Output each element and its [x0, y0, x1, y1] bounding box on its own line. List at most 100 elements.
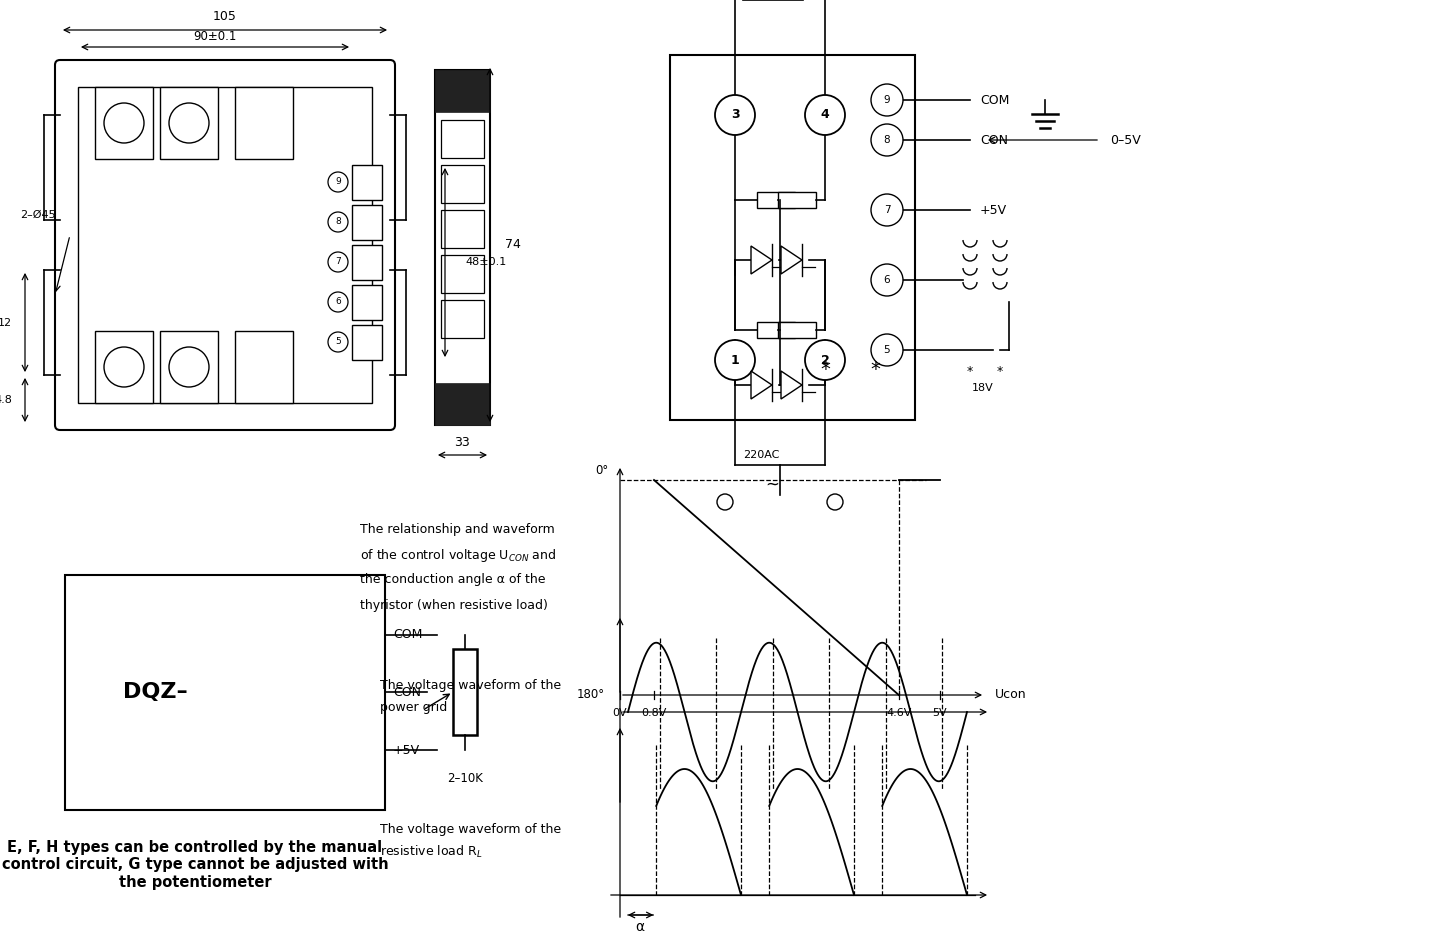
- Bar: [778, 192, 817, 208]
- Text: 8: 8: [884, 135, 891, 145]
- Text: 4.6V: 4.6V: [887, 708, 911, 718]
- Text: 74: 74: [505, 239, 521, 252]
- Text: resistive load R$_L$: resistive load R$_L$: [380, 844, 482, 860]
- Text: COM: COM: [980, 94, 1010, 107]
- Text: *: *: [997, 365, 1002, 378]
- Bar: [352, 165, 382, 200]
- Text: α: α: [635, 920, 645, 934]
- Text: The relationship and waveform: The relationship and waveform: [360, 523, 555, 536]
- Circle shape: [827, 494, 844, 510]
- Circle shape: [871, 124, 902, 156]
- Circle shape: [805, 95, 845, 135]
- Circle shape: [327, 212, 347, 232]
- Circle shape: [871, 334, 902, 366]
- Text: The voltage waveform of the: The voltage waveform of the: [380, 824, 561, 837]
- Text: the conduction angle α of the: the conduction angle α of the: [360, 574, 545, 587]
- Text: 5: 5: [335, 338, 340, 346]
- Text: 8: 8: [335, 217, 340, 227]
- Text: 9: 9: [335, 178, 340, 186]
- Polygon shape: [751, 246, 772, 274]
- Bar: [235, 87, 293, 159]
- Bar: [79, 87, 372, 403]
- Text: 90±0.1: 90±0.1: [193, 31, 237, 43]
- Text: *: *: [967, 365, 974, 378]
- Bar: [440, 165, 483, 203]
- Bar: [352, 285, 382, 320]
- Circle shape: [805, 340, 845, 380]
- Bar: [235, 331, 293, 403]
- Bar: [440, 210, 483, 248]
- Text: CON: CON: [393, 685, 420, 698]
- Text: 12: 12: [0, 318, 11, 328]
- Text: 33: 33: [455, 436, 470, 449]
- Text: 0–5V: 0–5V: [1110, 134, 1141, 147]
- Text: 2–10K: 2–10K: [448, 771, 483, 784]
- Text: *: *: [869, 360, 879, 379]
- Text: 4: 4: [821, 109, 829, 122]
- Circle shape: [716, 494, 734, 510]
- Text: 7: 7: [884, 205, 891, 215]
- Circle shape: [327, 292, 347, 312]
- Bar: [435, 70, 490, 112]
- Text: 5: 5: [884, 345, 891, 355]
- Circle shape: [327, 252, 347, 272]
- Text: E, F, H types can be controlled by the manual
control circuit, G type cannot be : E, F, H types can be controlled by the m…: [1, 840, 389, 890]
- Circle shape: [715, 340, 755, 380]
- Polygon shape: [781, 246, 802, 274]
- Bar: [94, 87, 153, 159]
- Polygon shape: [781, 371, 802, 399]
- Text: 1: 1: [731, 354, 739, 367]
- Circle shape: [169, 347, 209, 387]
- Circle shape: [327, 172, 347, 192]
- FancyBboxPatch shape: [54, 60, 395, 430]
- Bar: [160, 331, 217, 403]
- Bar: [352, 325, 382, 360]
- Text: power grid: power grid: [380, 700, 448, 713]
- Text: ~: ~: [765, 476, 779, 494]
- Text: +5V: +5V: [393, 743, 420, 756]
- Text: +5V: +5V: [980, 203, 1007, 216]
- Text: 180°: 180°: [576, 689, 605, 701]
- Text: 4.8: 4.8: [0, 395, 11, 405]
- Circle shape: [104, 347, 144, 387]
- Bar: [453, 649, 478, 736]
- Bar: [756, 322, 795, 338]
- Bar: [352, 245, 382, 280]
- Circle shape: [104, 103, 144, 143]
- Circle shape: [871, 264, 902, 296]
- Bar: [778, 322, 817, 338]
- Circle shape: [715, 95, 755, 135]
- Text: 9: 9: [884, 95, 891, 105]
- Bar: [160, 87, 217, 159]
- Text: 0.8V: 0.8V: [641, 708, 666, 718]
- Text: 5V: 5V: [932, 708, 947, 718]
- Text: *: *: [819, 360, 829, 379]
- Bar: [94, 331, 153, 403]
- Text: DQZ–: DQZ–: [123, 682, 187, 702]
- Bar: [671, 55, 915, 420]
- Circle shape: [871, 84, 902, 116]
- Text: 48±0.1: 48±0.1: [465, 257, 506, 267]
- Bar: [756, 192, 795, 208]
- Text: COM: COM: [393, 628, 422, 641]
- Bar: [352, 205, 382, 240]
- Text: thyristor (when resistive load): thyristor (when resistive load): [360, 598, 548, 611]
- Text: 2: 2: [821, 354, 829, 367]
- Circle shape: [871, 194, 902, 226]
- Text: 6: 6: [884, 275, 891, 285]
- Polygon shape: [751, 371, 772, 399]
- Bar: [435, 70, 490, 425]
- Bar: [440, 255, 483, 293]
- Text: 18V: 18V: [972, 383, 994, 393]
- Text: 7: 7: [335, 257, 340, 267]
- Bar: [440, 120, 483, 158]
- Text: 0°: 0°: [595, 463, 608, 476]
- Text: 0V: 0V: [612, 708, 628, 718]
- Text: 2–Ø45: 2–Ø45: [20, 210, 56, 220]
- Text: 3: 3: [731, 109, 739, 122]
- Text: Ucon: Ucon: [995, 689, 1027, 701]
- Bar: [435, 383, 490, 425]
- Circle shape: [169, 103, 209, 143]
- Text: 105: 105: [213, 10, 237, 23]
- Circle shape: [327, 332, 347, 352]
